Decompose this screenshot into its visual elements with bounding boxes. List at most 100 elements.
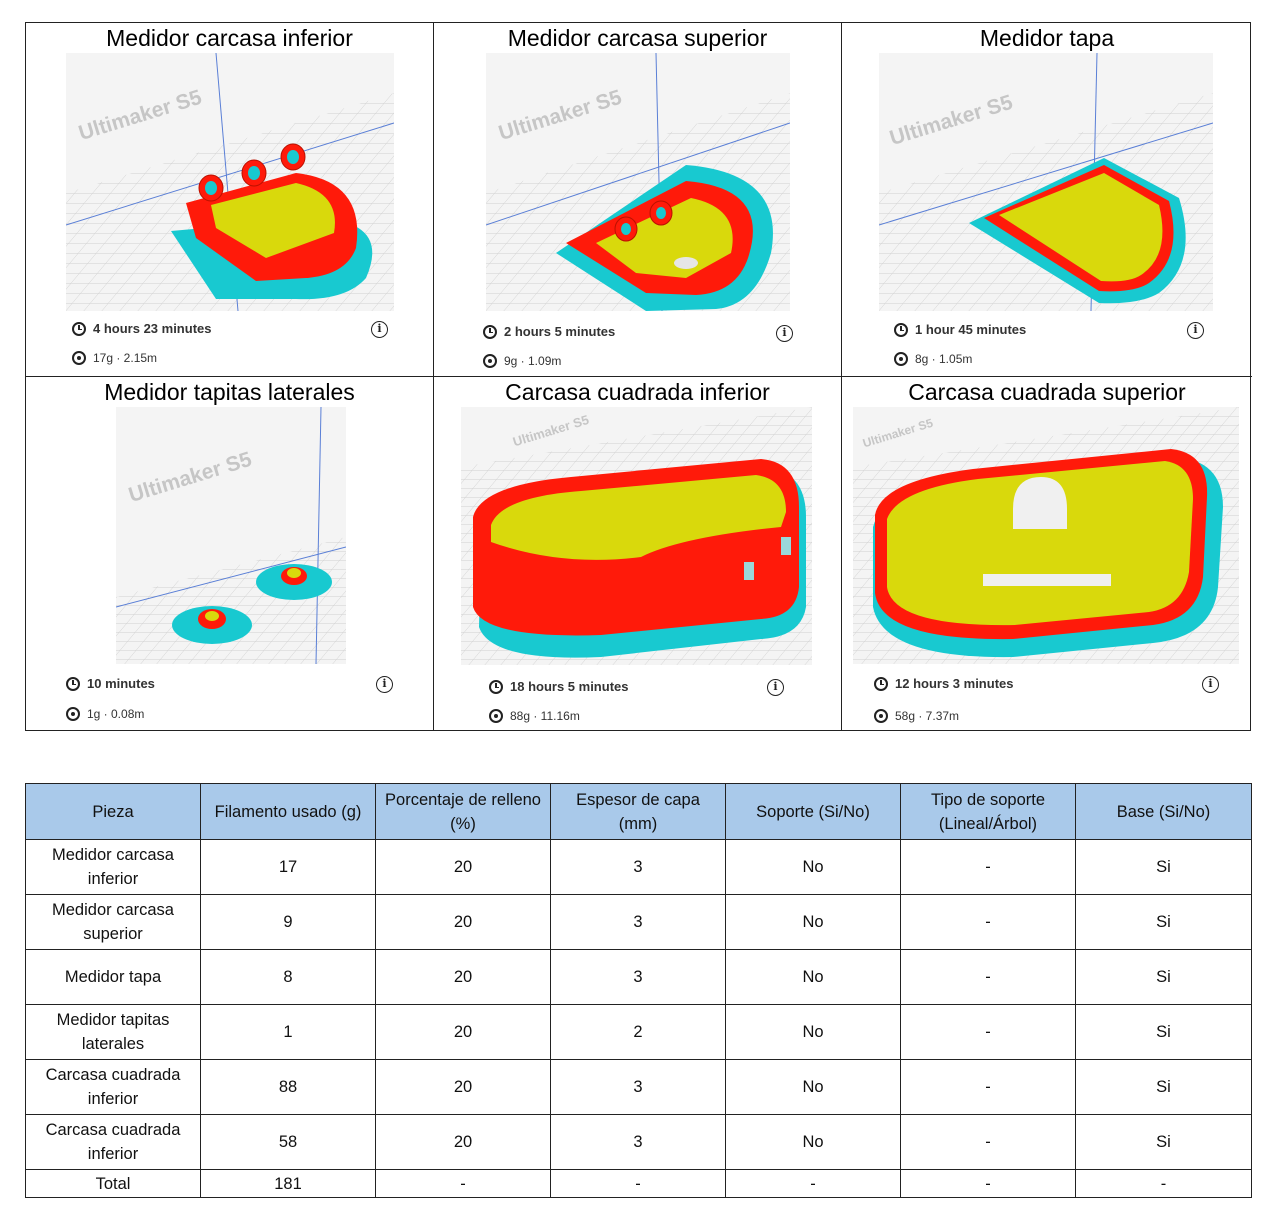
table-cell: - xyxy=(900,894,1076,950)
table-cell: 3 xyxy=(550,1059,726,1115)
table-cell: - xyxy=(375,1169,551,1198)
clock-icon xyxy=(874,676,888,691)
table-cell: Si xyxy=(1075,1059,1252,1115)
info-icon[interactable]: i xyxy=(767,679,784,696)
column-header: Pieza xyxy=(25,783,201,840)
table-cell: - xyxy=(550,1169,726,1198)
table-cell: Carcasa cuadrada inferior xyxy=(25,1114,201,1170)
print-time: 18 hours 5 minutes xyxy=(489,679,628,694)
spool-icon xyxy=(489,709,503,723)
table-cell: 8 xyxy=(200,949,376,1005)
table-cell: 20 xyxy=(375,894,551,950)
table-cell: Medidor tapa xyxy=(25,949,201,1005)
preview-card: Medidor tapa Ultimaker S5 1 hour 45 minu… xyxy=(842,23,1252,377)
preview-card: Medidor tapitas laterales Ultimaker S5 xyxy=(26,377,434,731)
table-cell: 20 xyxy=(375,949,551,1005)
slicer-render: Ultimaker S5 xyxy=(879,53,1213,311)
table-cell: Si xyxy=(1075,1114,1252,1170)
material-usage: 88g · 11.16m xyxy=(489,709,580,723)
table-cell: Si xyxy=(1075,1004,1252,1060)
print-time: 4 hours 23 minutes xyxy=(72,321,211,336)
spool-icon xyxy=(483,354,497,368)
table-cell: 9 xyxy=(200,894,376,950)
clock-icon xyxy=(483,324,497,339)
table-cell: Medidor tapitas laterales xyxy=(25,1004,201,1060)
table-row: Medidor carcasa inferior 17 20 3 No - Si xyxy=(25,839,1252,895)
print-time-value: 4 hours 23 minutes xyxy=(93,321,212,336)
material-usage: 58g · 7.37m xyxy=(874,709,959,723)
info-icon[interactable]: i xyxy=(371,321,388,338)
info-icon[interactable]: i xyxy=(376,676,393,693)
print-time-value: 18 hours 5 minutes xyxy=(510,679,629,694)
print-time-value: 2 hours 5 minutes xyxy=(504,324,616,339)
table-cell: No xyxy=(725,949,901,1005)
table-row: Medidor carcasa superior 9 20 3 No - Si xyxy=(25,894,1252,950)
material-usage: 1g · 0.08m xyxy=(66,707,144,721)
table-cell: - xyxy=(900,1059,1076,1115)
table-cell: Si xyxy=(1075,949,1252,1005)
slicer-render: Ultimaker S5 xyxy=(461,407,812,665)
spool-icon xyxy=(894,352,908,366)
table-cell: No xyxy=(725,1059,901,1115)
material-value: 17g · 2.15m xyxy=(93,351,158,365)
preview-card: Medidor carcasa inferior Ultimaker S5 xyxy=(26,23,434,377)
table-cell: 1 xyxy=(200,1004,376,1060)
table-cell: 3 xyxy=(550,839,726,895)
table-cell: 20 xyxy=(375,1004,551,1060)
table-cell: 20 xyxy=(375,1059,551,1115)
slicer-render: Ultimaker S5 xyxy=(486,53,790,311)
table-cell: Si xyxy=(1075,839,1252,895)
slicer-render: Ultimaker S5 xyxy=(116,407,346,664)
table-cell: 58 xyxy=(200,1114,376,1170)
print-time-value: 10 minutes xyxy=(87,676,155,691)
clock-icon xyxy=(66,676,80,691)
table-cell: 20 xyxy=(375,839,551,895)
table-cell: - xyxy=(900,1114,1076,1170)
preview-title: Medidor carcasa inferior xyxy=(106,25,353,51)
info-icon[interactable]: i xyxy=(1187,322,1204,339)
slicer-render: Ultimaker S5 xyxy=(853,407,1239,664)
info-icon[interactable]: i xyxy=(1202,676,1219,693)
total-row: Total 181 - - - - - xyxy=(25,1169,1252,1198)
clock-icon xyxy=(489,679,503,694)
column-header: Base (Si/No) xyxy=(1075,783,1252,840)
preview-title: Carcasa cuadrada inferior xyxy=(505,379,770,405)
table-row: Carcasa cuadrada inferior 58 20 3 No - S… xyxy=(25,1114,1252,1170)
table-cell: - xyxy=(900,949,1076,1005)
table-cell: No xyxy=(725,894,901,950)
column-header: Filamento usado (g) xyxy=(200,783,376,840)
info-icon[interactable]: i xyxy=(776,325,793,342)
table-cell: 3 xyxy=(550,894,726,950)
clock-icon xyxy=(72,321,86,336)
table-cell: - xyxy=(900,1169,1076,1198)
material-usage: 17g · 2.15m xyxy=(72,351,157,365)
spool-icon xyxy=(72,351,86,365)
preview-grid: Medidor carcasa inferior Ultimaker S5 xyxy=(25,22,1252,731)
table-row: Medidor tapa 8 20 3 No - Si xyxy=(25,949,1252,1005)
table-cell: 3 xyxy=(550,1114,726,1170)
preview-title: Medidor tapitas laterales xyxy=(104,379,355,405)
material-value: 1g · 0.08m xyxy=(87,707,145,721)
preview-card: Medidor carcasa superior Ultimaker S5 xyxy=(434,23,842,377)
table-cell: 17 xyxy=(200,839,376,895)
material-value: 58g · 7.37m xyxy=(895,709,960,723)
preview-title: Medidor tapa xyxy=(979,25,1115,51)
table-cell: - xyxy=(900,1004,1076,1060)
column-header: Soporte (Si/No) xyxy=(725,783,901,840)
preview-card: Carcasa cuadrada superior Ultimaker S5 1… xyxy=(842,377,1252,731)
print-time: 10 minutes xyxy=(66,676,155,691)
table-cell: - xyxy=(725,1169,901,1198)
preview-card: Carcasa cuadrada inferior Ultimaker S5 1 xyxy=(434,377,842,731)
print-time-value: 1 hour 45 minutes xyxy=(915,322,1027,337)
table-cell: 88 xyxy=(200,1059,376,1115)
table-cell: No xyxy=(725,1114,901,1170)
table-cell: 2 xyxy=(550,1004,726,1060)
table-cell: 181 xyxy=(200,1169,376,1198)
table-cell: - xyxy=(900,839,1076,895)
table-row: Medidor tapitas laterales 1 20 2 No - Si xyxy=(25,1004,1252,1060)
spool-icon xyxy=(66,707,80,721)
table-cell: 3 xyxy=(550,949,726,1005)
table-cell: Si xyxy=(1075,894,1252,950)
material-usage: 8g · 1.05m xyxy=(894,352,972,366)
preview-title: Medidor carcasa superior xyxy=(507,25,768,51)
